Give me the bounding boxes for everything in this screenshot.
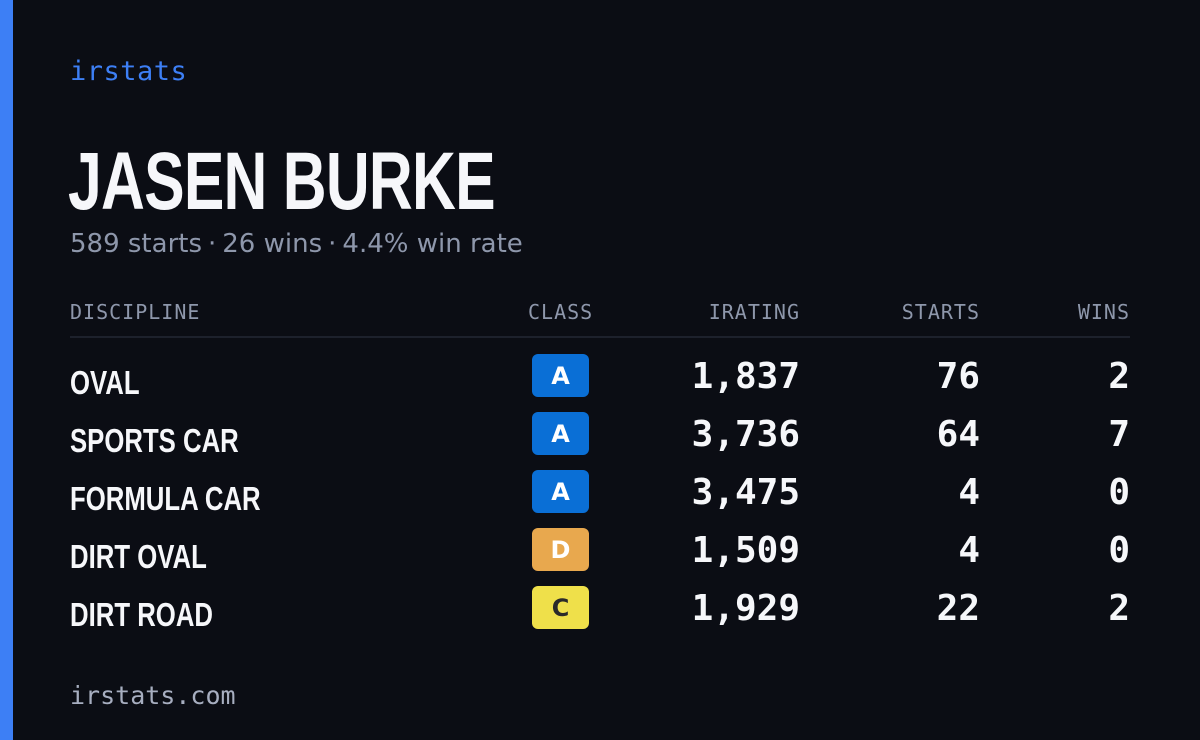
table-row: OVAL A 1,837 76 2	[70, 350, 1130, 408]
discipline-name: DIRT ROAD	[70, 596, 213, 633]
header-divider	[70, 336, 1130, 338]
total-starts: 589 starts	[70, 229, 202, 259]
driver-summary: 589 starts · 26 wins · 4.4% win rate	[70, 229, 523, 259]
table-row: DIRT ROAD C 1,929 22 2	[70, 582, 1130, 640]
brand-logo: irstats	[70, 56, 188, 87]
win-rate: 4.4% win rate	[342, 229, 523, 259]
header-discipline: DISCIPLINE	[70, 300, 201, 324]
discipline-name: DIRT OVAL	[70, 538, 207, 575]
accent-bar	[0, 0, 13, 740]
summary-separator: ·	[208, 229, 217, 259]
starts-value: 22	[936, 588, 980, 629]
discipline-table: OVAL A 1,837 76 2 SPORTS CAR A 3,736 64 …	[70, 350, 1130, 640]
total-wins: 26 wins	[222, 229, 323, 259]
irating-value: 3,736	[691, 414, 800, 455]
class-badge: C	[532, 586, 589, 629]
discipline-name: SPORTS CAR	[70, 422, 239, 459]
irating-value: 1,837	[691, 356, 800, 397]
summary-separator: ·	[328, 229, 337, 259]
class-badge: A	[532, 470, 589, 513]
class-badge: A	[532, 412, 589, 455]
wins-value: 7	[1108, 414, 1130, 455]
table-row: DIRT OVAL D 1,509 4 0	[70, 524, 1130, 582]
header-class: CLASS	[528, 300, 594, 324]
wins-value: 0	[1108, 472, 1130, 513]
table-row: SPORTS CAR A 3,736 64 7	[70, 408, 1130, 466]
class-badge: D	[532, 528, 589, 571]
header-wins: WINS	[1077, 300, 1130, 324]
starts-value: 76	[936, 356, 980, 397]
table-header: DISCIPLINE CLASS IRATING STARTS WINS	[70, 300, 1130, 330]
header-starts: STARTS	[901, 300, 980, 324]
footer-url: irstats.com	[70, 681, 236, 710]
starts-value: 64	[936, 414, 980, 455]
wins-value: 0	[1108, 530, 1130, 571]
discipline-name: OVAL	[70, 364, 140, 401]
discipline-name: FORMULA CAR	[70, 480, 261, 517]
starts-value: 4	[958, 472, 980, 513]
class-badge: A	[532, 354, 589, 397]
wins-value: 2	[1108, 356, 1130, 397]
header-irating: IRATING	[708, 300, 800, 324]
irating-value: 1,929	[691, 588, 800, 629]
irating-value: 1,509	[691, 530, 800, 571]
starts-value: 4	[958, 530, 980, 571]
irating-value: 3,475	[691, 472, 800, 513]
wins-value: 2	[1108, 588, 1130, 629]
table-row: FORMULA CAR A 3,475 4 0	[70, 466, 1130, 524]
driver-name: JASEN BURKE	[68, 136, 496, 227]
